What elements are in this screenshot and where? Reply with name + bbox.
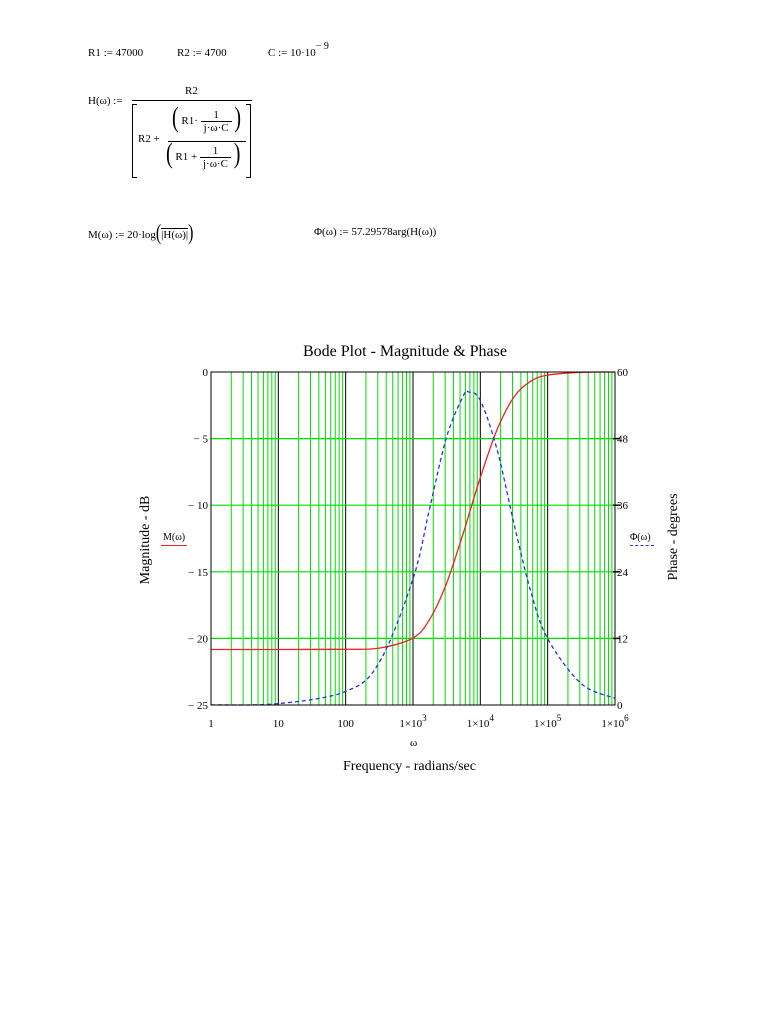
inner-fraction-bar: [168, 141, 246, 142]
x-tick-label: 1×104: [467, 713, 495, 730]
y-tick-label: − 15: [188, 567, 208, 579]
legend-magnitude-label: M(ω): [163, 532, 186, 543]
r1-name: R1: [88, 47, 101, 59]
paren-close: ): [188, 221, 194, 246]
left-bracket: [132, 104, 137, 178]
x-tick-label: 10: [273, 718, 285, 730]
inner-num-left: R1·: [181, 115, 198, 127]
paren-open: (: [155, 221, 162, 246]
frac-den: j·ω·C: [199, 156, 231, 170]
r1-assign: :=: [103, 47, 113, 59]
legend-phase: Φ(ω): [630, 532, 654, 546]
y2-tick-label: 12: [617, 633, 628, 645]
inner-den-fraction: 1 j·ω·C: [199, 144, 231, 170]
inner-denominator: ( R1 + 1 j·ω·C ): [166, 140, 240, 170]
magnitude-arg: |H(ω)|: [161, 228, 189, 241]
y-tick-label: − 5: [194, 434, 209, 446]
frac-num: 1: [213, 108, 219, 121]
c-mantissa: 10·10: [290, 47, 316, 59]
definition-r2: R2 := 4700: [177, 47, 227, 59]
inner-den-left: R1 +: [175, 151, 198, 163]
y-tick-label: 0: [203, 367, 209, 379]
y2-axis-label: Phase - degrees: [666, 493, 681, 581]
y2-tick-label: 24: [617, 567, 629, 579]
paren-open: (: [172, 102, 179, 134]
phase-definition: Φ(ω) := 57.29578arg(H(ω)): [314, 226, 436, 238]
y2-tick-label: 0: [617, 700, 623, 712]
transfer-function-numerator: R2: [185, 85, 198, 97]
r2-name: R2: [177, 47, 190, 59]
tick-labels: 0 − 5 − 10 − 15 − 20 − 25 60 48 36 24 12 0 1 10 100 1×1…: [188, 367, 629, 730]
paren-close: ): [233, 138, 241, 170]
x-tick-label: 100: [337, 718, 354, 730]
right-bracket: [246, 104, 251, 178]
x-tick-label: 1×105: [534, 713, 562, 730]
x-tick-label: 1×103: [399, 713, 427, 730]
y-tick-label: − 25: [188, 700, 208, 712]
magnitude-prefix: 20·log: [127, 229, 156, 241]
legend-magnitude: M(ω): [161, 532, 187, 546]
frac-den: j·ω·C: [200, 120, 232, 134]
definition-c: C := 10·10− 9: [268, 41, 329, 59]
c-exponent: − 9: [315, 41, 329, 52]
denominator-prefix: R2 +: [138, 133, 160, 145]
y-axis-label: Magnitude - dB: [138, 495, 153, 585]
chart-title: Bode Plot - Magnitude & Phase: [303, 343, 507, 360]
c-name: C: [268, 47, 276, 59]
legend-phase-swatch: [630, 545, 654, 546]
plot-frame: [210, 371, 616, 706]
x-variable-label: ω: [410, 737, 418, 749]
definition-r1: R1 := 47000: [88, 47, 143, 59]
transfer-function-lhs: H(ω) :=: [88, 95, 123, 107]
grid: [211, 372, 620, 705]
phase-rhs: 57.29578arg(H(ω)): [351, 226, 437, 238]
paren-close: ): [234, 102, 242, 134]
x-axis-label: Frequency - radians/sec: [343, 759, 476, 774]
phase-lhs: Φ(ω) :=: [314, 226, 349, 238]
r2-value: 4700: [204, 47, 227, 59]
y2-tick-label: 60: [617, 367, 629, 379]
x-tick-label: 1: [208, 718, 214, 730]
y2-tick-label: 36: [617, 500, 629, 512]
phase-curve: [210, 390, 616, 706]
c-assign: :=: [278, 47, 288, 59]
main-fraction-bar: [132, 100, 252, 101]
legend-magnitude-swatch: [161, 545, 187, 546]
r1-value: 47000: [115, 47, 144, 59]
legend-phase-label: Φ(ω): [630, 532, 651, 543]
y-tick-label: − 10: [188, 500, 208, 512]
frac-num: 1: [212, 144, 219, 157]
magnitude-curve: [211, 371, 616, 651]
magnitude-lhs: M(ω) :=: [88, 229, 125, 241]
inner-num-fraction: 1 j·ω·C: [200, 108, 232, 134]
r2-assign: :=: [192, 47, 202, 59]
y-tick-label: − 20: [188, 633, 208, 645]
magnitude-definition: M(ω) := 20·log(|H(ω)|): [88, 221, 194, 246]
y2-tick-label: 48: [617, 434, 629, 446]
x-tick-label: 1×106: [601, 713, 629, 730]
paren-open: (: [166, 138, 173, 170]
inner-numerator: ( R1· 1 j·ω·C ): [172, 104, 241, 134]
curves: [210, 371, 616, 706]
